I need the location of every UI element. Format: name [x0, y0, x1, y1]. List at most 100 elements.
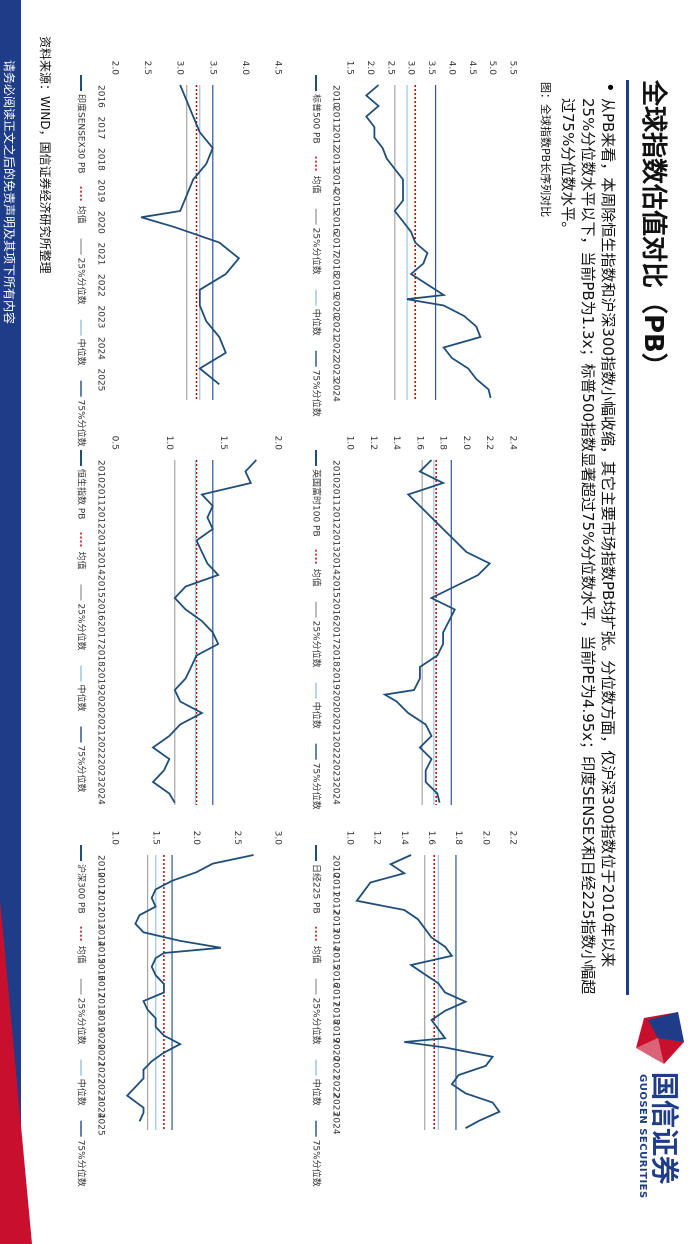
legend-label: 75%分位数 — [76, 1140, 88, 1187]
y-tick-label: 5.0 — [487, 61, 497, 76]
x-tick-label: 2011 — [331, 106, 341, 129]
x-tick-label: 2016 — [331, 211, 341, 234]
legend-label: 中位数 — [311, 1079, 323, 1106]
series-line — [355, 854, 501, 1129]
x-tick-label: 2018 — [331, 1002, 341, 1025]
y-tick-label: 1.0 — [345, 436, 355, 451]
x-tick-label: 2024 — [331, 379, 341, 402]
x-tick-label: 2018 — [331, 644, 341, 667]
series-line — [151, 459, 257, 804]
x-tick-label: 2014 — [331, 169, 341, 192]
y-tick-label: 4.5 — [467, 61, 477, 75]
x-tick-label: 2018 — [96, 644, 106, 667]
y-tick-label: 2.5 — [232, 831, 242, 845]
footer-band — [0, 0, 21, 1244]
legend-label: 75%分位数 — [311, 763, 323, 810]
x-tick-label: 2010 — [331, 85, 341, 108]
legend-label: 75%分位数 — [76, 746, 88, 793]
x-tick-label: 2019 — [331, 1020, 341, 1043]
legend-label: 均值 — [76, 551, 88, 569]
legend-label: 25%分位数 — [311, 228, 323, 275]
x-tick-label: 2022 — [331, 736, 341, 759]
series-line — [140, 84, 241, 385]
x-tick-label: 2023 — [96, 1078, 106, 1101]
x-tick-label: 2010 — [331, 460, 341, 483]
x-tick-label: 2013 — [331, 148, 341, 171]
x-tick-label: 2017 — [96, 117, 106, 140]
series-line — [382, 459, 492, 803]
x-tick-label: 2013 — [96, 529, 106, 552]
y-tick-label: 1.2 — [372, 831, 382, 845]
y-tick-label: 0.5 — [110, 436, 120, 450]
legend-label: 均值 — [311, 946, 323, 964]
x-tick-label: 2022 — [331, 337, 341, 360]
x-tick-label: 2016 — [96, 598, 106, 621]
x-tick-label: 2018 — [96, 993, 106, 1016]
legend-label: 中位数 — [311, 309, 323, 336]
x-tick-label: 2019 — [331, 667, 341, 690]
legend-label: 中位数 — [76, 1079, 88, 1106]
x-tick-label: 2024 — [96, 1096, 106, 1119]
x-tick-label: 2023 — [96, 759, 106, 782]
x-tick-label: 2016 — [331, 965, 341, 988]
y-tick-label: 3.0 — [273, 831, 283, 846]
x-tick-label: 2014 — [96, 552, 106, 575]
y-tick-label: 2.0 — [461, 436, 471, 451]
legend-label: 25%分位数 — [76, 998, 88, 1045]
x-tick-label: 2020 — [331, 1038, 341, 1061]
legend-label: 75%分位数 — [76, 400, 88, 447]
y-tick-label: 1.0 — [345, 831, 355, 846]
x-tick-label: 2023 — [331, 358, 341, 381]
x-tick-label: 2015 — [331, 190, 341, 213]
y-tick-label: 2.2 — [508, 831, 518, 845]
x-tick-label: 2024 — [96, 337, 106, 360]
x-tick-label: 2022 — [96, 1061, 106, 1084]
footer-accent — [0, 900, 32, 1244]
x-tick-label: 2024 — [331, 1112, 341, 1135]
y-tick-label: 1.0 — [164, 436, 174, 451]
y-tick-label: 4.0 — [240, 61, 250, 76]
legend-label: 75%分位数 — [311, 1140, 323, 1187]
x-tick-label: 2012 — [331, 127, 341, 150]
x-tick-label: 2014 — [331, 552, 341, 575]
legend-label: 25%分位数 — [311, 998, 323, 1045]
x-tick-label: 2017 — [96, 975, 106, 998]
x-tick-label: 2014 — [331, 928, 341, 951]
x-tick-label: 2011 — [96, 872, 106, 895]
x-tick-label: 2021 — [331, 1057, 341, 1080]
x-tick-label: 2017 — [331, 621, 341, 644]
y-tick-label: 3.0 — [406, 61, 416, 76]
x-tick-label: 2025 — [96, 369, 106, 392]
x-tick-label: 2020 — [96, 1027, 106, 1050]
y-tick-label: 3.0 — [175, 61, 185, 76]
x-tick-label: 2022 — [331, 1075, 341, 1098]
x-tick-label: 2024 — [331, 782, 341, 805]
x-tick-label: 2013 — [96, 907, 106, 930]
legend-label: 均值 — [76, 946, 88, 964]
y-tick-label: 1.8 — [438, 436, 448, 451]
y-tick-label: 2.0 — [480, 831, 490, 846]
x-tick-label: 2020 — [331, 295, 341, 318]
legend-label: 75%分位数 — [311, 370, 323, 417]
x-tick-label: 2020 — [331, 690, 341, 713]
y-tick-label: 3.5 — [207, 61, 217, 75]
y-tick-label: 1.6 — [426, 831, 436, 846]
footer-text: 请务必阅读正文之后的免责声明及其项下所有内容 — [2, 60, 16, 325]
x-tick-label: 2019 — [331, 274, 341, 297]
legend-label: 日经225 PB — [311, 864, 323, 914]
legend-label: 均值 — [311, 176, 323, 194]
legend-label: 中位数 — [76, 685, 88, 712]
y-tick-label: 1.0 — [110, 831, 120, 846]
legend-label: 均值 — [311, 569, 323, 587]
series-line — [364, 84, 492, 399]
y-tick-label: 4.0 — [446, 61, 456, 76]
legend-label: 恒生指数 PB — [76, 469, 88, 519]
legend-label: 25%分位数 — [76, 603, 88, 650]
x-tick-label: 2021 — [96, 243, 106, 266]
legend-label: 25%分位数 — [76, 258, 88, 305]
y-tick-label: 5.5 — [508, 61, 518, 75]
y-tick-label: 1.5 — [218, 436, 228, 450]
x-tick-label: 2020 — [96, 211, 106, 234]
x-tick-label: 2010 — [331, 855, 341, 878]
